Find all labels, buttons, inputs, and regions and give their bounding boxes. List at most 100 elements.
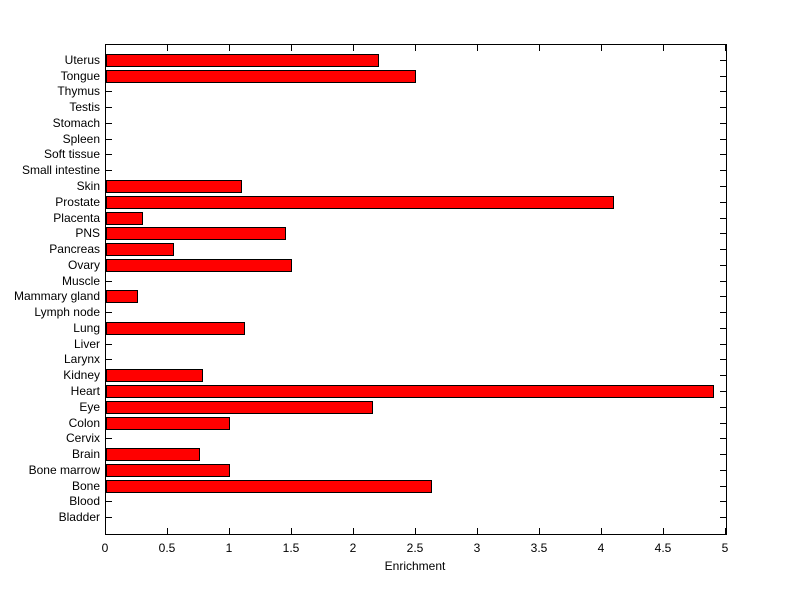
x-axis-tick-bottom bbox=[725, 528, 726, 534]
y-axis-label: Bone bbox=[71, 479, 100, 493]
y-axis-tick-left bbox=[106, 312, 112, 313]
y-axis-tick-left bbox=[106, 154, 112, 155]
x-axis-title: Enrichment bbox=[384, 559, 446, 573]
y-axis-label: Bladder bbox=[58, 510, 100, 524]
y-axis-tick-right bbox=[720, 423, 726, 424]
y-axis-tick-right bbox=[720, 486, 726, 487]
x-axis-tick-bottom bbox=[105, 528, 106, 534]
x-axis-tick-top bbox=[725, 45, 726, 51]
y-axis-tick-right bbox=[720, 312, 726, 313]
y-axis-label: Tongue bbox=[60, 69, 100, 83]
y-axis-tick-left bbox=[106, 107, 112, 108]
y-axis-tick-left bbox=[106, 139, 112, 140]
x-axis-tick-bottom bbox=[539, 528, 540, 534]
y-axis-tick-right bbox=[720, 123, 726, 124]
y-axis-label: Mammary gland bbox=[13, 289, 100, 303]
x-axis-tick-label: 0.5 bbox=[158, 541, 176, 555]
y-axis-tick-right bbox=[720, 91, 726, 92]
y-axis-tick-right bbox=[720, 344, 726, 345]
y-axis-tick-left bbox=[106, 281, 112, 282]
y-axis-label: Small intestine bbox=[21, 163, 100, 177]
x-axis-tick-label: 4.5 bbox=[654, 541, 672, 555]
y-axis-tick-right bbox=[720, 359, 726, 360]
y-axis-label: Pancreas bbox=[49, 242, 100, 256]
x-axis-tick-top bbox=[477, 45, 478, 51]
y-axis-label: Spleen bbox=[62, 132, 100, 146]
y-axis-tick-left bbox=[106, 501, 112, 502]
x-axis-tick-label: 1 bbox=[225, 541, 233, 555]
y-axis-label: Colon bbox=[68, 416, 100, 430]
bar bbox=[106, 227, 286, 240]
y-axis-tick-right bbox=[720, 170, 726, 171]
x-axis-tick-top bbox=[663, 45, 664, 51]
bar bbox=[106, 180, 242, 193]
x-axis-tick-top bbox=[229, 45, 230, 51]
y-axis-tick-right bbox=[720, 454, 726, 455]
x-axis-tick-label: 3 bbox=[473, 541, 481, 555]
y-axis-tick-right bbox=[720, 76, 726, 77]
y-axis-label: Heart bbox=[70, 384, 100, 398]
y-axis-label: Ovary bbox=[67, 258, 100, 272]
y-axis-label: Cervix bbox=[65, 431, 100, 445]
bar bbox=[106, 212, 143, 225]
bar bbox=[106, 369, 203, 382]
plot-area bbox=[105, 44, 727, 535]
bar bbox=[106, 243, 174, 256]
y-axis-tick-right bbox=[720, 139, 726, 140]
y-axis-label: Blood bbox=[69, 494, 100, 508]
y-axis-tick-right bbox=[720, 296, 726, 297]
y-axis-tick-right bbox=[720, 60, 726, 61]
y-axis-label: Bone marrow bbox=[28, 463, 100, 477]
y-axis-label: Eye bbox=[79, 400, 100, 414]
bar bbox=[106, 54, 379, 67]
y-axis-label: Liver bbox=[73, 337, 100, 351]
x-axis-tick-label: 1.5 bbox=[282, 541, 300, 555]
y-axis-tick-right bbox=[720, 407, 726, 408]
bar bbox=[106, 196, 614, 209]
y-axis-label: Larynx bbox=[63, 352, 100, 366]
x-axis-tick-top bbox=[291, 45, 292, 51]
x-axis-tick-top bbox=[539, 45, 540, 51]
x-axis-tick-bottom bbox=[415, 528, 416, 534]
x-axis-tick-top bbox=[415, 45, 416, 51]
y-axis-label: Muscle bbox=[61, 274, 100, 288]
x-axis-tick-bottom bbox=[353, 528, 354, 534]
y-axis-label: Kidney bbox=[63, 368, 100, 382]
y-axis-tick-right bbox=[720, 265, 726, 266]
bar bbox=[106, 322, 245, 335]
y-axis-label: Brain bbox=[71, 447, 100, 461]
x-axis-tick-bottom bbox=[601, 528, 602, 534]
bar bbox=[106, 401, 373, 414]
y-axis-label: Testis bbox=[69, 100, 100, 114]
x-axis-tick-top bbox=[105, 45, 106, 51]
x-axis-tick-label: 4 bbox=[597, 541, 605, 555]
x-axis-tick-top bbox=[353, 45, 354, 51]
x-axis-tick-label: 0 bbox=[101, 541, 109, 555]
y-axis-label: Prostate bbox=[55, 195, 100, 209]
y-axis-tick-right bbox=[720, 186, 726, 187]
y-axis-label: Lung bbox=[73, 321, 100, 335]
y-axis-tick-right bbox=[720, 501, 726, 502]
x-axis-tick-label: 5 bbox=[721, 541, 729, 555]
y-axis-label: Thymus bbox=[57, 84, 100, 98]
y-axis-tick-left bbox=[106, 123, 112, 124]
y-axis-tick-right bbox=[720, 107, 726, 108]
bar bbox=[106, 70, 416, 83]
y-axis-tick-left bbox=[106, 438, 112, 439]
y-axis-tick-right bbox=[720, 218, 726, 219]
y-axis-tick-right bbox=[720, 391, 726, 392]
y-axis-tick-left bbox=[106, 170, 112, 171]
x-axis-tick-bottom bbox=[663, 528, 664, 534]
y-axis-label: Skin bbox=[76, 179, 100, 193]
y-axis-label: PNS bbox=[75, 226, 100, 240]
bar bbox=[106, 385, 714, 398]
x-axis-tick-label: 3.5 bbox=[530, 541, 548, 555]
y-axis-tick-right bbox=[720, 375, 726, 376]
y-axis-label: Placenta bbox=[53, 211, 100, 225]
y-axis-tick-right bbox=[720, 202, 726, 203]
y-axis-tick-left bbox=[106, 344, 112, 345]
x-axis-tick-label: 2.5 bbox=[406, 541, 424, 555]
y-axis-tick-left bbox=[106, 517, 112, 518]
y-axis-label: Soft tissue bbox=[43, 147, 100, 161]
